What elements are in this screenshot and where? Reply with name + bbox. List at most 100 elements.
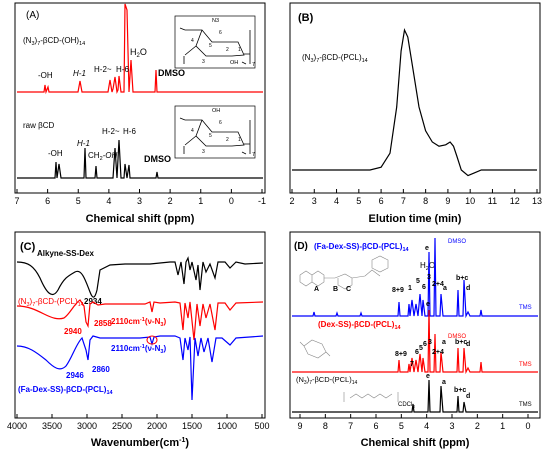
panel-a-x-tick-label: 4 [106,196,111,206]
panel-a-struct2-oh: OH [212,108,220,114]
panel-a-struct2-5: 5 [209,133,212,139]
panel-a-red-h6-label: H-6 [116,65,129,74]
panel-d-red-a: a [442,339,446,346]
panel-d-black-series-label-p6: 14 [352,380,358,386]
panel-a-red-series-label-p6: 14 [79,41,85,47]
panel-c-x-tick-label: 2000 [147,421,167,431]
panel-d-red-7: 7 [410,361,414,368]
panel-a-x-tick-label: 2 [168,196,173,206]
panel-c-xlabel-p2: -1 [179,437,185,444]
panel-d-blue-dmso: DMSO [448,239,466,245]
panel-c-red-series-label-p5: -βCD-(PCL) [35,297,78,306]
panel-d-red-e: e [426,301,430,308]
svg-text:2110cm-1(ν-N3): 2110cm-1(ν-N3) [111,317,166,328]
panel-d-blue-series-label-p2: 14 [402,247,409,253]
panel-a-red-series-label-p1: (N [23,36,32,45]
panel-d-red-5: 5 [419,345,423,352]
panel-d-black-tms: TMS [519,402,532,408]
panel-a-struct2-7: 7 [252,152,255,158]
panel-a-struct1-5: 5 [209,43,212,49]
panel-d-red-tms: TMS [519,362,532,368]
panel-a-struct2-6: 6 [219,120,222,126]
panel-a-red-spectrum [17,3,263,95]
panel-a-structure-box-1 [174,15,256,69]
panel-c-letter: (C) [20,241,36,253]
panel-d-red-24: 2+4 [432,349,444,356]
panel-d-glucose-structure [299,339,331,359]
panel-c-label-2940: 2940 [64,327,82,336]
panel-c-blue-series-label-p2: 14 [106,390,113,396]
panel-c-x-tick-label: 1000 [217,421,237,431]
panel-d-x-tick-label: 5 [399,421,404,431]
panel-d-x-tick-label: 0 [525,421,530,431]
panel-c-red-ann-p4: 3 [160,322,163,328]
panel-b-x-tick-label: 2 [289,196,294,206]
panel-a-red-h26-label: H-2~ [94,65,112,74]
panel-b-series-label-p4: 7 [316,58,319,64]
panel-a-red-oh-label: -OH [38,71,53,80]
panel-a-red-series-label-p3: ) [35,36,38,45]
panel-b-x-tick-label: 13 [532,196,542,206]
panel-d-cdcl3-p2: 3 [412,404,415,409]
panel-a-struct2-1: 1 [238,137,241,143]
panel-c-blue-series-label-p1: (Fa-Dex-SS)-βCD-(PCL) [18,385,107,394]
panel-c-x-tick-label: 3000 [77,421,97,431]
panel-c-azide-marker-circle [146,335,158,345]
panel-a-black-dmso-label: DMSO [144,154,171,164]
panel-d-black-series-label-p3: ) [307,375,310,384]
panel-d-blue-series-label-p1: (Fa-Dex-SS)-βCD-(PCL) [314,242,403,251]
panel-c-blue-spectrum [16,335,264,401]
panel-c-frame [14,231,266,419]
panel-c-red-series-label-p2: 3 [26,302,29,308]
panel-d-x-tick-label: 8 [323,421,328,431]
panel-d-blue-tms: TMS [519,305,532,311]
svg-text:(Fa-Dex-SS)-βCD-(PCL)14: (Fa-Dex-SS)-βCD-(PCL)14 [314,242,409,253]
panel-d-h2o-o: O [429,261,435,270]
panel-d-red-3: 3 [428,339,432,346]
panel-a-red-dmso-label: DMSO [158,68,185,78]
panel-c-x-tick-label: 500 [254,421,269,431]
svg-text:(Fa-Dex-SS)-βCD-(PCL)14: (Fa-Dex-SS)-βCD-(PCL)14 [18,385,113,396]
panel-a-x-tick-label: 7 [14,196,19,206]
panel-d-pcl-structure [343,392,399,402]
panel-c-red-ann-p3: (ν-N [145,317,161,326]
svg-text:H2O: H2O [420,261,435,272]
panel-c-black-spectrum [16,256,264,298]
panel-d-red-dmso: DMSO [448,334,466,340]
svg-text:(N3)7-βCD-(OH)14: (N3)7-βCD-(OH)14 [23,36,85,47]
svg-text:(N3)7-βCD-(PCL)14: (N3)7-βCD-(PCL)14 [302,53,368,64]
panel-a-struct1-3: 3 [202,59,205,65]
panel-d-black-series-label-p5: -βCD-(PCL) [312,375,352,384]
panel-d-x-tick-label: 7 [348,421,353,431]
panel-c-x-axis: 4000 3500 3000 2500 2000 1500 1000 500 [7,414,270,431]
panel-d-cdcl3-p1: CDCl [398,402,412,408]
panel-d-blue-89: 8+9 [392,287,404,294]
panel-a-struct1-4: 4 [191,38,194,44]
panel-c-red-ann-p5: ) [163,317,166,326]
panel-b-x-tick-label: 6 [379,196,384,206]
panel-c-xlabel-p3: ) [185,437,189,449]
panel-d-blue-1: 1 [408,285,412,292]
panel-d-red-spectrum [292,309,538,375]
svg-text:(Dex-SS)-βCD-(PCL)14: (Dex-SS)-βCD-(PCL)14 [318,320,401,331]
panel-b-x-tick-label: 3 [312,196,317,206]
panel-a-struct1-1: 1 [238,47,241,53]
panel-b-x-axis-label: Elution time (min) [369,213,462,225]
panel-c-x-tick-label: 4000 [7,421,27,431]
panel-a-black-spectrum [17,139,263,179]
panel-a-struct2-4: 4 [191,128,194,134]
panel-c-blue-ann-p3: (ν-N [145,344,161,353]
panel-a-red-h2o-h: H [130,47,137,57]
panel-c-red-spectrum [16,299,264,341]
panel-d-black-series-label-p4: 7 [309,380,312,386]
panel-b-series-label-p1: (N [302,53,311,62]
panel-d-red-series-label-p1: (Dex-SS)-βCD-(PCL) [318,320,395,329]
panel-b-series-label-p2: 3 [310,58,313,64]
svg-text:CH2-OH: CH2-OH [88,151,118,162]
panel-d-red-bc: b+c [455,339,467,346]
panel-c-red-ann-p2: -1 [140,317,145,323]
panel-d-blue-e: e [425,245,429,252]
panel-b-letter: (B) [298,12,314,24]
panel-c-blue-ann-p1: 2110cm [111,344,140,353]
panel-a-black-ch2oh-p2: 2 [100,156,103,162]
